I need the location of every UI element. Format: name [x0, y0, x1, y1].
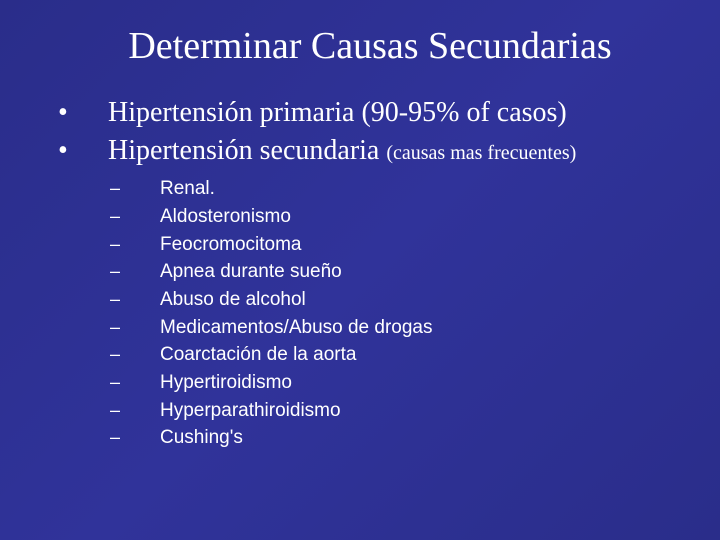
sub-bullet-text: Aldosteronismo [160, 205, 291, 230]
sub-bullet-text: Feocromocitoma [160, 233, 302, 258]
sub-bullet-item: – Abuso de alcohol [110, 288, 680, 313]
sub-bullet-item: – Hypertiroidismo [110, 371, 680, 396]
sub-bullet-item: – Feocromocitoma [110, 233, 680, 258]
sub-bullet-item: – Renal. [110, 177, 680, 202]
sub-bullet-item: – Medicamentos/Abuso de drogas [110, 316, 680, 341]
bullet-subnote: (causas mas frecuentes) [386, 142, 576, 164]
sub-bullet-marker: – [110, 344, 160, 365]
sub-bullet-text: Abuso de alcohol [160, 288, 306, 313]
sub-bullet-text: Apnea durante sueño [160, 260, 342, 285]
sub-bullet-text: Cushing's [160, 426, 243, 451]
bullet-primary: • Hipertensión primaria (90-95% of casos… [58, 96, 680, 130]
bullet-marker: • [58, 135, 108, 167]
sub-bullet-item: – Cushing's [110, 426, 680, 451]
sub-bullet-item: – Apnea durante sueño [110, 260, 680, 285]
sub-bullet-marker: – [110, 206, 160, 227]
sub-bullet-list: – Renal. – Aldosteronismo – Feocromocito… [110, 177, 680, 451]
sub-bullet-text: Medicamentos/Abuso de drogas [160, 316, 433, 341]
sub-bullet-text: Hypertiroidismo [160, 371, 292, 396]
bullet-text: Hipertensión primaria (90-95% of casos) [108, 96, 567, 130]
sub-bullet-item: – Aldosteronismo [110, 205, 680, 230]
sub-bullet-marker: – [110, 178, 160, 199]
slide: Determinar Causas Secundarias • Hiperten… [0, 0, 720, 540]
sub-bullet-marker: – [110, 400, 160, 421]
bullet-secondary: • Hipertensión secundaria (causas mas fr… [58, 134, 680, 168]
bullet-marker: • [58, 97, 108, 129]
sub-bullet-marker: – [110, 234, 160, 255]
sub-bullet-text: Renal. [160, 177, 215, 202]
sub-bullet-marker: – [110, 289, 160, 310]
bullet-text: Hipertensión secundaria (causas mas frec… [108, 134, 576, 168]
sub-bullet-marker: – [110, 427, 160, 448]
sub-bullet-text: Coarctación de la aorta [160, 343, 356, 368]
sub-bullet-item: – Coarctación de la aorta [110, 343, 680, 368]
sub-bullet-item: – Hyperparathiroidismo [110, 399, 680, 424]
slide-title: Determinar Causas Secundarias [60, 24, 680, 68]
sub-bullet-marker: – [110, 317, 160, 338]
sub-bullet-marker: – [110, 261, 160, 282]
bullet-text-main: Hipertensión secundaria [108, 135, 386, 166]
sub-bullet-text: Hyperparathiroidismo [160, 399, 341, 424]
sub-bullet-marker: – [110, 372, 160, 393]
